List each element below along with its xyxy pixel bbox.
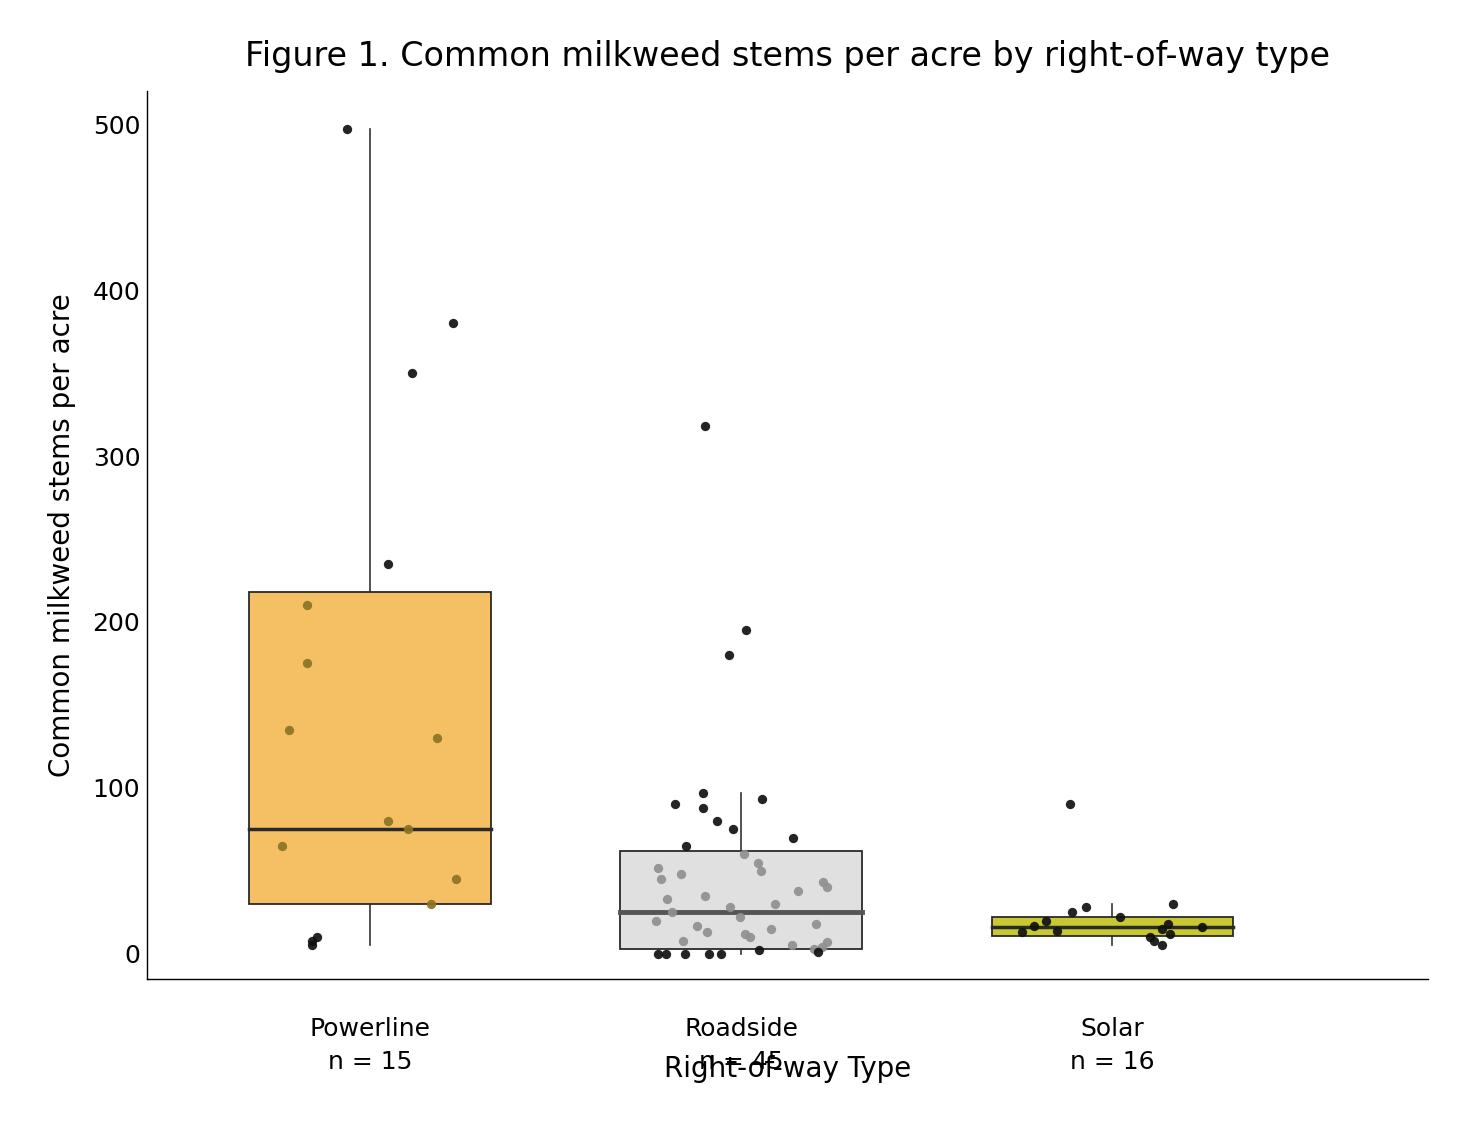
- Bar: [249, 592, 490, 904]
- Point: [1151, 920, 1175, 938]
- Point: [749, 861, 773, 880]
- Point: [1075, 898, 1098, 916]
- Point: [305, 929, 328, 947]
- Bar: [992, 917, 1234, 935]
- Point: [710, 945, 733, 963]
- X-axis label: Right-of-way Type: Right-of-way Type: [664, 1055, 911, 1083]
- Text: n = 16: n = 16: [1070, 1050, 1154, 1074]
- Point: [1138, 929, 1161, 947]
- Point: [671, 931, 695, 949]
- Point: [668, 865, 692, 883]
- Title: Figure 1. Common milkweed stems per acre by right-of-way type: Figure 1. Common milkweed stems per acre…: [244, 40, 1331, 73]
- Point: [1060, 904, 1083, 922]
- Point: [646, 858, 670, 876]
- Point: [1045, 922, 1069, 940]
- Point: [1158, 925, 1182, 943]
- Point: [655, 890, 679, 908]
- Point: [692, 799, 715, 817]
- Point: [802, 940, 826, 958]
- Point: [1156, 915, 1179, 933]
- Point: [1161, 894, 1185, 913]
- Point: [659, 904, 683, 922]
- Point: [1058, 795, 1082, 814]
- Point: [721, 820, 745, 839]
- Text: Solar: Solar: [1080, 1017, 1144, 1041]
- Point: [810, 938, 833, 956]
- Point: [718, 898, 742, 916]
- Point: [749, 791, 773, 809]
- Point: [1189, 918, 1213, 937]
- Point: [786, 882, 810, 900]
- Point: [746, 854, 770, 872]
- Point: [654, 945, 677, 963]
- Point: [717, 646, 740, 665]
- Point: [807, 943, 830, 962]
- Point: [732, 846, 755, 864]
- Point: [695, 923, 718, 941]
- Point: [1035, 912, 1058, 930]
- Point: [400, 364, 424, 382]
- Point: [294, 596, 318, 615]
- Point: [735, 621, 758, 640]
- Point: [646, 945, 670, 963]
- Point: [780, 937, 804, 955]
- Point: [336, 121, 359, 139]
- Y-axis label: Common milkweed stems per acre: Common milkweed stems per acre: [47, 292, 77, 777]
- Point: [277, 720, 300, 739]
- Point: [664, 795, 687, 814]
- Point: [445, 871, 468, 889]
- Point: [762, 894, 786, 913]
- Point: [804, 915, 827, 933]
- Bar: [621, 851, 861, 949]
- Point: [377, 811, 400, 830]
- Point: [425, 729, 449, 748]
- Point: [674, 836, 698, 855]
- Point: [1010, 923, 1033, 941]
- Point: [300, 937, 324, 955]
- Text: Roadside: Roadside: [684, 1017, 798, 1041]
- Point: [271, 836, 294, 855]
- Point: [815, 933, 839, 951]
- Point: [698, 945, 721, 963]
- Point: [294, 654, 318, 673]
- Point: [649, 871, 673, 889]
- Point: [705, 811, 729, 830]
- Point: [693, 418, 717, 436]
- Point: [674, 945, 698, 963]
- Point: [733, 925, 757, 943]
- Point: [693, 887, 717, 905]
- Point: [1142, 931, 1166, 949]
- Point: [814, 879, 838, 897]
- Point: [684, 916, 708, 934]
- Point: [782, 828, 805, 847]
- Point: [737, 929, 761, 947]
- Text: n = 45: n = 45: [699, 1050, 783, 1074]
- Point: [420, 894, 443, 913]
- Text: n = 15: n = 15: [328, 1050, 412, 1074]
- Point: [690, 784, 714, 802]
- Point: [1150, 937, 1173, 955]
- Point: [760, 920, 783, 938]
- Point: [396, 820, 420, 839]
- Point: [748, 941, 771, 959]
- Point: [811, 873, 835, 891]
- Point: [300, 931, 324, 949]
- Point: [1023, 916, 1047, 934]
- Point: [643, 912, 667, 930]
- Text: Powerline: Powerline: [309, 1017, 430, 1041]
- Point: [377, 555, 400, 574]
- Point: [729, 908, 752, 926]
- Point: [440, 314, 464, 332]
- Point: [1108, 908, 1132, 926]
